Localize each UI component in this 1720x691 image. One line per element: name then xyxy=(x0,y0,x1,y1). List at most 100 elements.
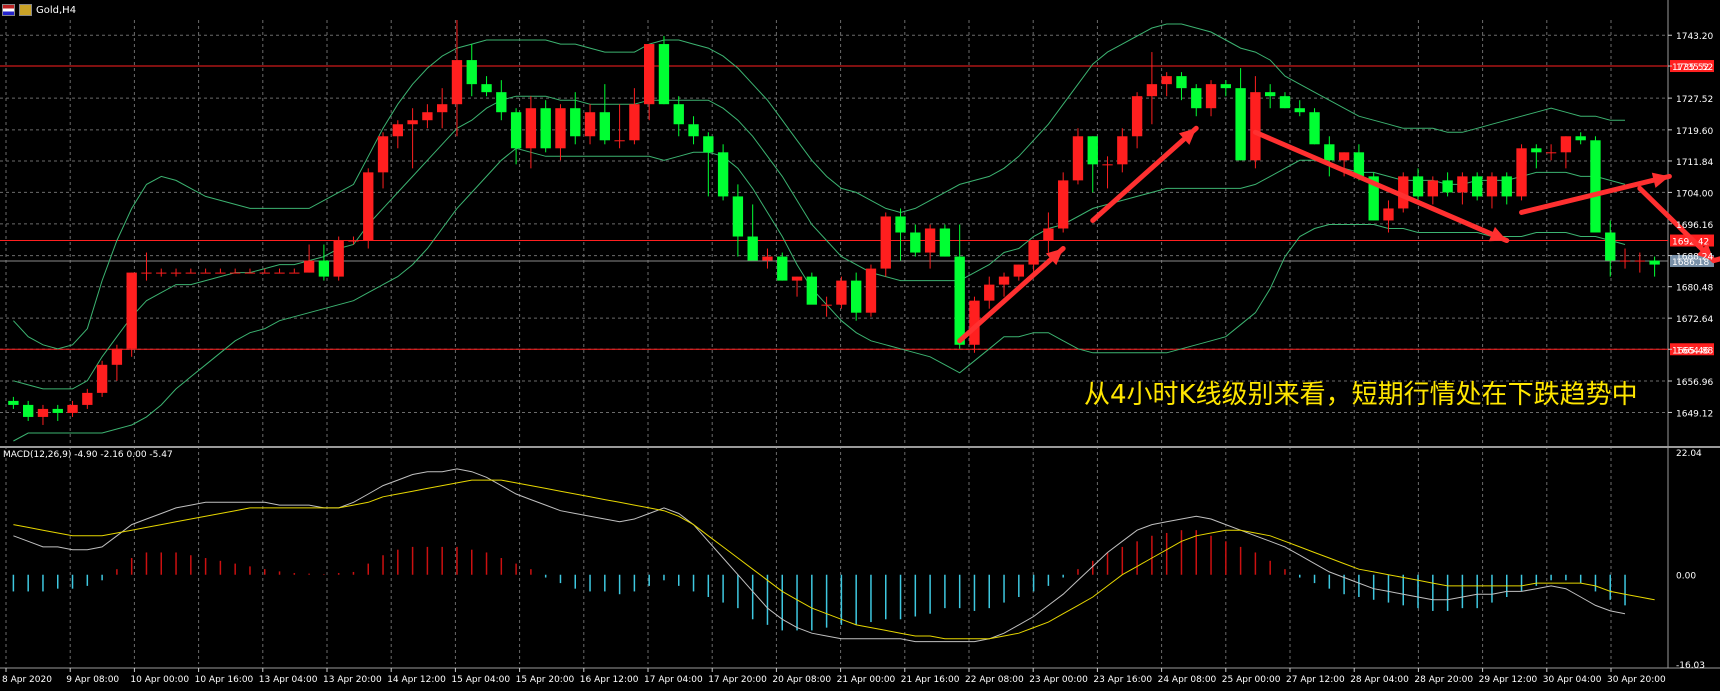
time-tick-label: 13 Apr 20:00 xyxy=(323,675,382,685)
candle-body xyxy=(939,228,951,257)
trend-arrow-shaft xyxy=(1711,256,1720,264)
current-price-label: 1686.18 xyxy=(1672,258,1709,268)
candle-body xyxy=(259,272,270,274)
time-tick-label: 8 Apr 2020 xyxy=(2,675,52,685)
candle-body xyxy=(496,92,507,113)
candle-body xyxy=(37,408,49,417)
trend-arrow-shaft xyxy=(1090,125,1199,223)
candle-body xyxy=(1427,180,1438,197)
level-price-tag xyxy=(1670,60,1714,73)
candle-body xyxy=(289,272,300,274)
candle-body xyxy=(1220,84,1231,89)
candle-body xyxy=(451,60,463,105)
candle-body xyxy=(806,276,817,305)
level-price-label: 1735.52 xyxy=(1672,63,1709,73)
candle-body xyxy=(1442,180,1453,193)
candle-body xyxy=(1353,152,1365,177)
price-tick-label: 1727.52 xyxy=(1676,95,1713,105)
candle-body xyxy=(244,272,256,274)
time-tick-label: 20 Apr 08:00 xyxy=(772,675,831,685)
candle-body xyxy=(614,140,625,142)
macd-panel xyxy=(12,468,1655,643)
candle-body xyxy=(599,112,610,141)
candle-body xyxy=(954,256,965,345)
bollinger-middle xyxy=(13,95,1626,390)
candle-body xyxy=(422,112,433,121)
candle-body xyxy=(1131,96,1143,137)
price-tick-label: 1664.88 xyxy=(1676,346,1713,356)
candle-body xyxy=(969,300,980,345)
trend-arrow-shaft xyxy=(1252,129,1510,244)
candle-body xyxy=(1649,260,1660,265)
candle-body xyxy=(1457,176,1468,193)
price-tick-label: 1704.00 xyxy=(1676,189,1713,199)
price-tick-label: 1672.64 xyxy=(1676,315,1713,325)
candle-body xyxy=(1205,84,1217,109)
time-tick-label: 28 Apr 04:00 xyxy=(1350,675,1409,685)
candle-body xyxy=(1560,136,1572,153)
candle-body xyxy=(570,108,581,137)
time-tick-label: 29 Apr 12:00 xyxy=(1479,675,1538,685)
candle-body xyxy=(1486,176,1498,197)
candle-body xyxy=(1235,88,1246,161)
macd-signal-line xyxy=(13,479,1655,640)
time-tick-label: 10 Apr 00:00 xyxy=(130,675,189,685)
candle-body xyxy=(1412,176,1424,197)
candle-body xyxy=(141,272,152,274)
time-tick-label: 30 Apr 04:00 xyxy=(1543,675,1602,685)
price-tick-label: 1680.48 xyxy=(1676,284,1713,294)
candle-body xyxy=(895,216,906,233)
candle-body xyxy=(1013,264,1024,277)
flag-icon xyxy=(2,4,15,16)
level-price-label: 1665.46 xyxy=(1672,346,1709,356)
candle-body xyxy=(1516,148,1527,197)
candle-body xyxy=(1279,96,1291,109)
bollinger-upper xyxy=(13,23,1625,350)
candle-body xyxy=(1117,136,1128,165)
level-price-tag xyxy=(1670,343,1714,356)
price-tick-label: 1688.24 xyxy=(1676,253,1713,263)
candle-body xyxy=(747,236,758,261)
price-tick-label: 1735.52 xyxy=(1676,63,1713,73)
candle-body xyxy=(584,112,596,137)
time-tick-label: 9 Apr 08:00 xyxy=(66,675,119,685)
candle-body xyxy=(658,44,670,105)
candle-body xyxy=(126,272,137,349)
time-tick-label: 17 Apr 20:00 xyxy=(708,675,767,685)
candle-body xyxy=(1146,84,1158,97)
gold-icon xyxy=(19,4,32,16)
time-tick-label: 13 Apr 04:00 xyxy=(259,675,318,685)
candle-body xyxy=(1265,92,1276,97)
time-tick-label: 24 Apr 08:00 xyxy=(1158,675,1217,685)
symbol-label: Gold,H4 xyxy=(36,4,77,16)
candle-body xyxy=(821,304,832,306)
current-price-tag xyxy=(1670,254,1714,267)
candle-body xyxy=(363,172,374,241)
price-tick-label: 1743.20 xyxy=(1676,32,1713,42)
candle-body xyxy=(1058,180,1069,229)
candle-body xyxy=(791,276,803,281)
candle-body xyxy=(333,240,344,277)
candle-body xyxy=(1102,164,1113,166)
candle-body xyxy=(303,260,315,273)
candle-body xyxy=(466,60,477,85)
candle-body xyxy=(525,108,537,149)
grid xyxy=(0,0,1720,669)
candle-body xyxy=(1398,176,1409,209)
candle-body xyxy=(910,232,921,253)
candle-body xyxy=(377,136,389,173)
candle-body xyxy=(1634,260,1645,262)
time-tick-label: 10 Apr 16:00 xyxy=(195,675,254,685)
candle-body xyxy=(200,272,211,274)
candle-body xyxy=(851,280,862,313)
candle-body xyxy=(1191,88,1202,109)
candle-body xyxy=(1176,76,1187,89)
time-tick-label: 27 Apr 12:00 xyxy=(1286,675,1345,685)
macd-label: MACD(12,26,9) -4.90 -2.16 0.00 -5.47 xyxy=(3,450,173,460)
time-tick-label: 15 Apr 20:00 xyxy=(516,675,575,685)
candle-body xyxy=(703,136,714,153)
time-tick-label: 15 Apr 04:00 xyxy=(451,675,510,685)
candle-body xyxy=(1294,108,1305,113)
chart-title-bar: Gold,H4 xyxy=(2,2,76,18)
